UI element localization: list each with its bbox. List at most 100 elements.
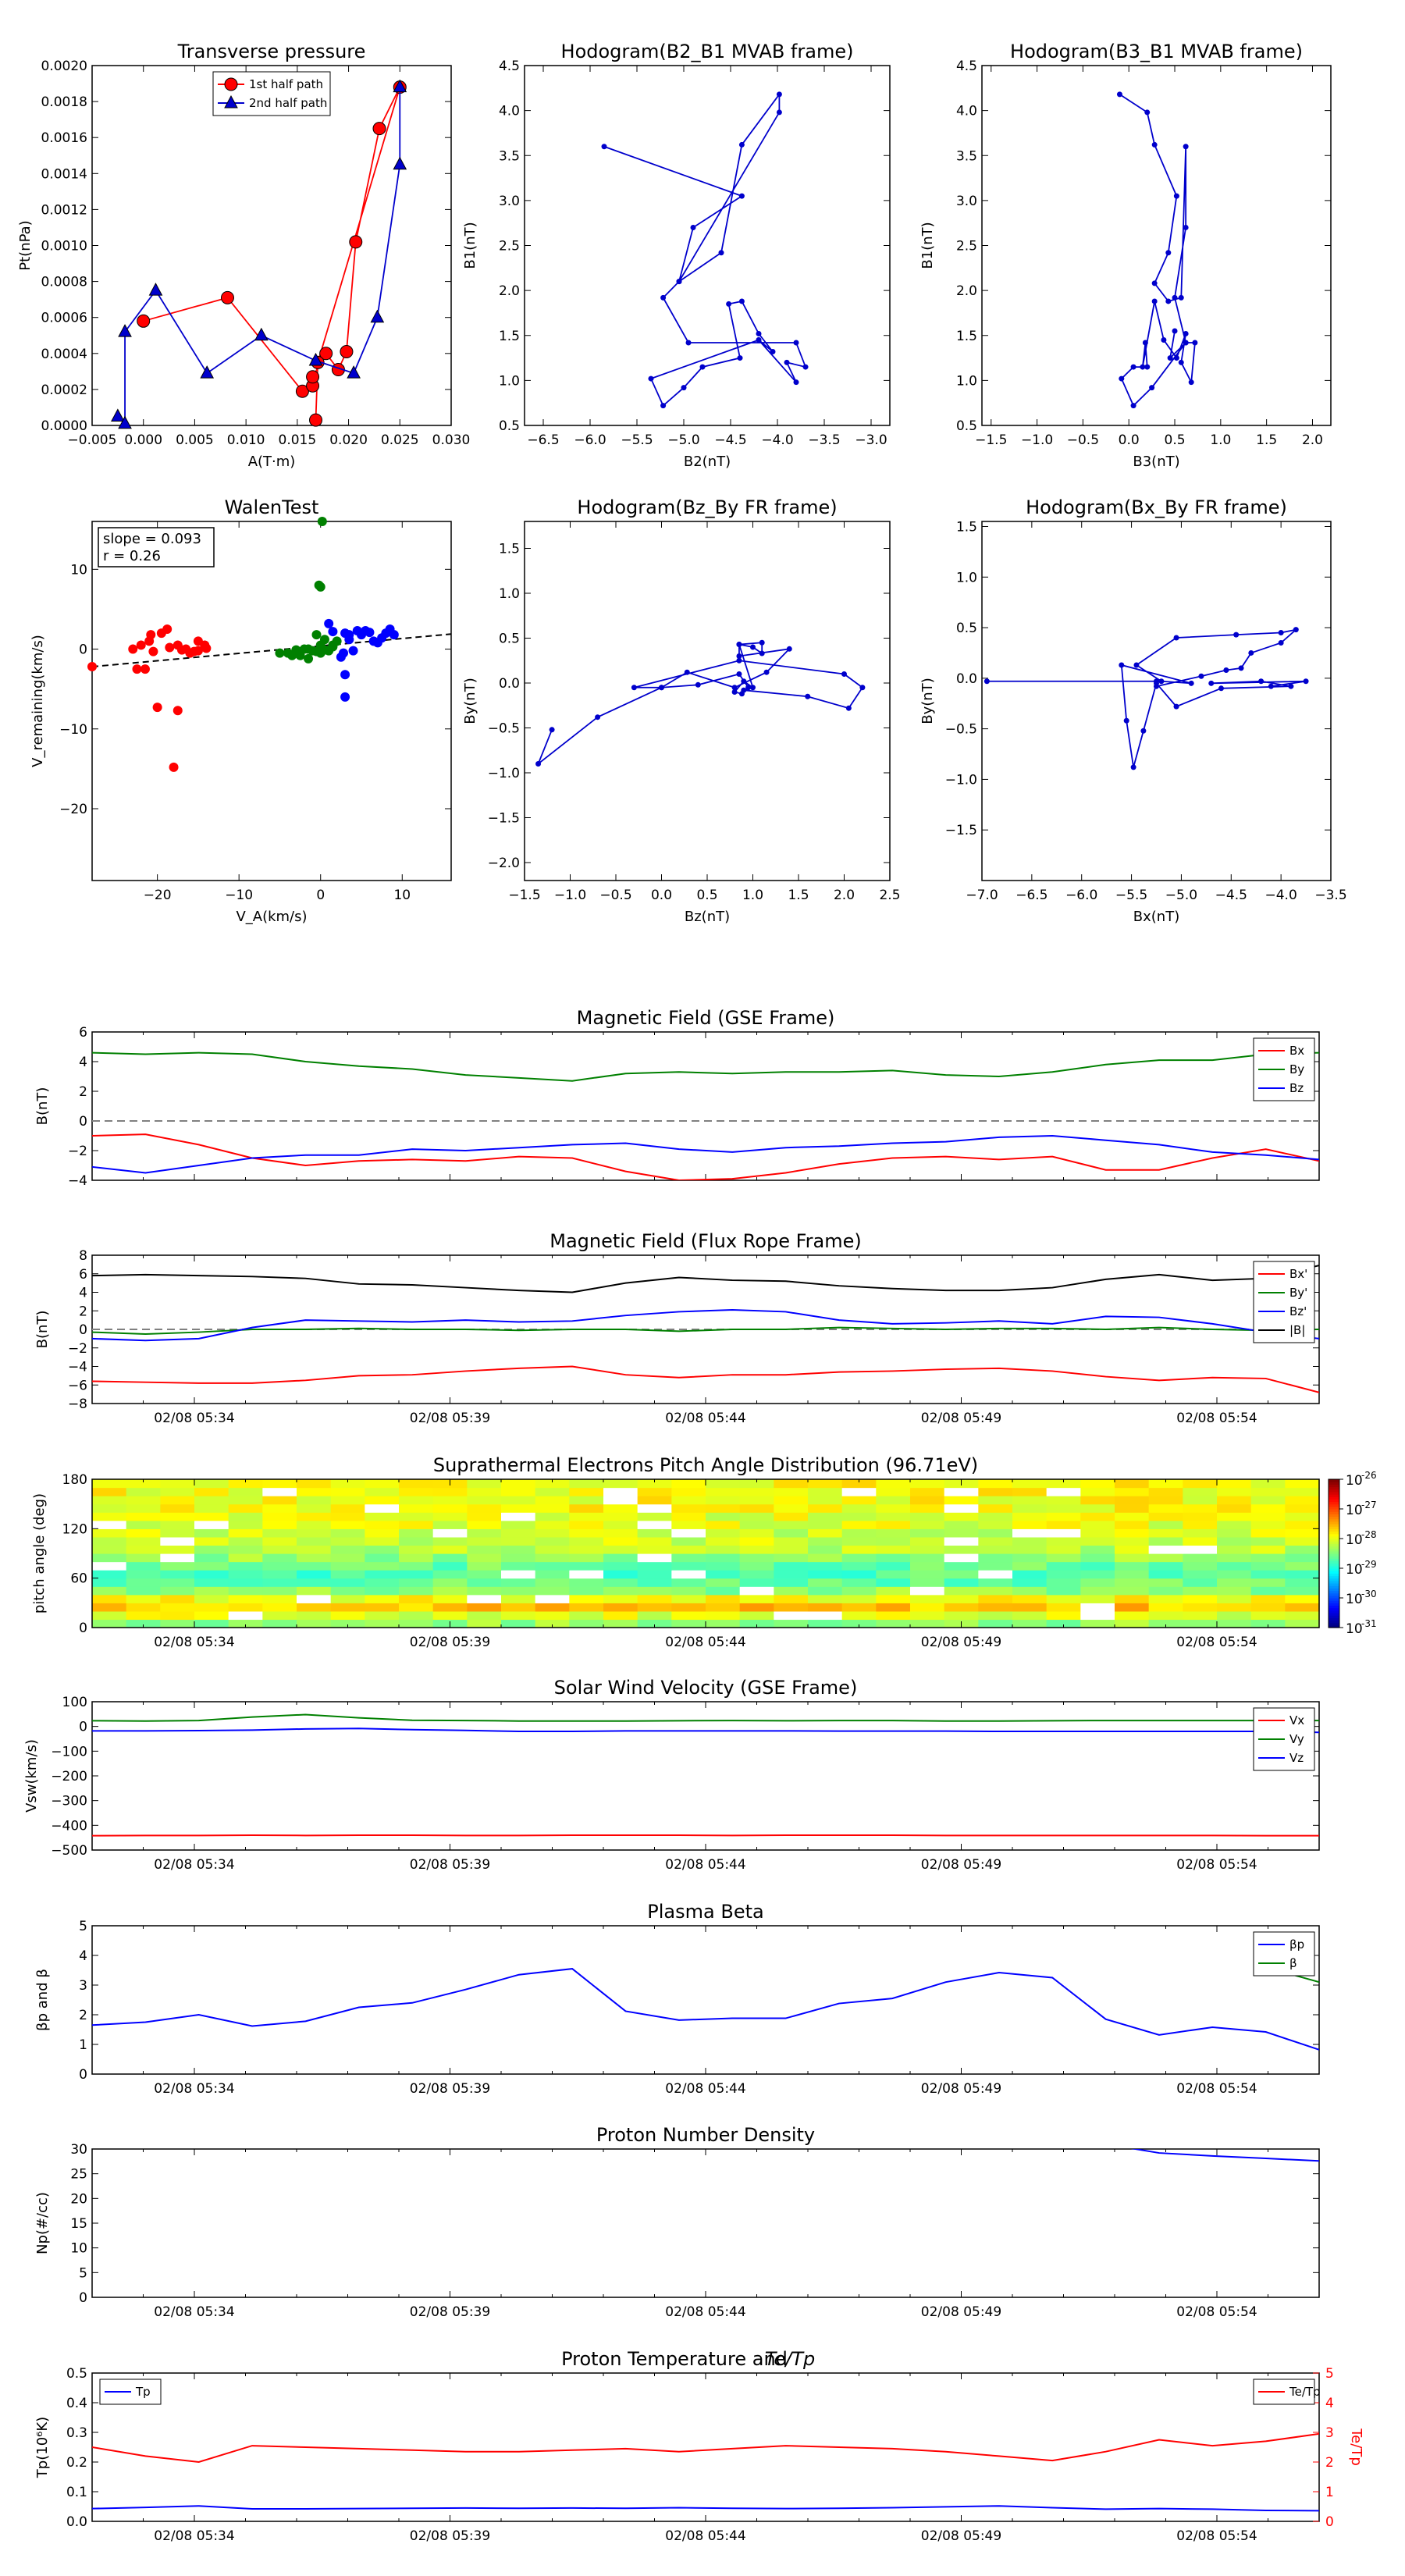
x-tick-label: 02/08 05:49 [921,2304,1001,2320]
series-line-Vy [92,1713,1319,1722]
heatmap-cell [535,1570,570,1579]
colorbar-step [1329,1501,1339,1505]
heatmap-cell [603,1536,638,1546]
y-tick-label-right: 3 [1325,2425,1334,2441]
heatmap-cell [739,1619,774,1628]
fit-line [91,633,452,668]
series-line-Vx [92,1834,1319,1837]
heatmap-cell [1148,1610,1183,1621]
heatmap-cell [297,1586,332,1596]
heatmap-cell [978,1603,1013,1612]
data-point [393,156,407,170]
y-tick-label: 4.5 [956,59,977,74]
colorbar-step [1329,1514,1339,1517]
data-point [676,279,682,285]
heatmap-cell [1148,1594,1183,1603]
heatmap-cell [1250,1561,1286,1571]
heatmap-cell [739,1536,774,1546]
data-point [306,370,320,384]
colorbar-step [1329,1607,1339,1611]
heatmap-cell [739,1487,774,1496]
heatmap-cell [671,1619,706,1628]
colorbar-step [1329,1499,1339,1503]
y-tick-label: −6 [68,1378,87,1393]
colorbar-step [1329,1528,1339,1532]
heatmap-cell [92,1586,127,1596]
heatmap-cell [671,1479,706,1489]
y-tick-label: 4.0 [956,104,977,119]
heatmap-cell [944,1586,979,1596]
heatmap-cell [160,1479,195,1489]
heatmap-cell [910,1487,945,1496]
heatmap-cell [1012,1578,1048,1587]
heatmap-cell [194,1512,229,1521]
heatmap-cell [535,1553,570,1563]
heatmap-cell [1115,1586,1150,1596]
heatmap-cell [603,1570,638,1579]
y-tick-label: 5 [79,2265,87,2281]
heatmap-cell [194,1520,229,1529]
y-axis-label: B1(nT) [919,222,936,269]
heatmap-cell [262,1496,297,1505]
data-point [736,657,742,664]
heatmap-cell [1285,1578,1320,1587]
chart-np: Proton Number Density 02/08 05:34 02/08 05… [34,2124,1320,2320]
y-tick-label: 8 [79,1248,87,1264]
colorbar-base: 10 [1346,1473,1363,1489]
x-tick-label: −0.5 [1067,432,1099,448]
heatmap-cell [1285,1619,1320,1628]
heatmap-cell [637,1528,672,1538]
heatmap-cell [706,1520,741,1529]
colorbar-step [1329,1558,1339,1562]
heatmap-cell [228,1610,263,1621]
heatmap-cell [1115,1553,1150,1563]
x-tick-label: −1.0 [554,888,586,903]
heatmap-cell [603,1586,638,1596]
heatmap-cell [1012,1520,1048,1529]
data-point [731,685,738,691]
data-point [718,250,724,256]
data-point [1172,294,1178,301]
x-tick-label: 02/08 05:54 [1176,1857,1257,1873]
heatmap-cell [1148,1561,1183,1571]
heatmap-cell [432,1520,468,1529]
heatmap-cell [739,1512,774,1521]
heatmap-cell [1046,1553,1081,1563]
heatmap-cell [535,1603,570,1612]
heatmap-cell [774,1487,809,1496]
heatmap-cell [92,1603,127,1612]
heatmap-cell [399,1603,434,1612]
y-tick-label: 0 [79,2290,87,2306]
heatmap-cell [1080,1487,1115,1496]
heatmap-cell [1217,1479,1252,1489]
y-tick-label: 2.0 [499,283,520,299]
data-point [340,344,354,358]
heatmap-cell [706,1487,741,1496]
heatmap-cell [808,1570,843,1579]
data-point [726,301,732,307]
heatmap-cell [92,1619,127,1628]
series-line-Te/Tp [92,2432,1319,2464]
y-tick-label: 1.5 [499,542,520,557]
heatmap-cell [297,1619,332,1628]
heatmap-cell [330,1570,365,1579]
heatmap-cell [126,1561,161,1571]
x-tick-label: 02/08 05:34 [154,2304,234,2320]
colorbar-base: 10 [1346,1532,1363,1548]
heatmap-cell [978,1619,1013,1628]
heatmap-cell [569,1603,604,1612]
heatmap-cell [808,1586,843,1596]
heatmap-cell [637,1536,672,1546]
colorbar-step [1329,1511,1339,1514]
data-point [631,685,637,691]
heatmap-cell [262,1528,297,1538]
colorbar-step [1329,1583,1339,1586]
heatmap-cell [739,1610,774,1621]
colorbar-step [1329,1585,1339,1589]
y-axis-label: B1(nT) [462,222,478,269]
series-line [987,628,1307,768]
data-point [841,671,847,677]
legend-entry: 1st half path [249,77,323,91]
data-point [759,650,765,656]
heatmap-cell [1148,1496,1183,1505]
